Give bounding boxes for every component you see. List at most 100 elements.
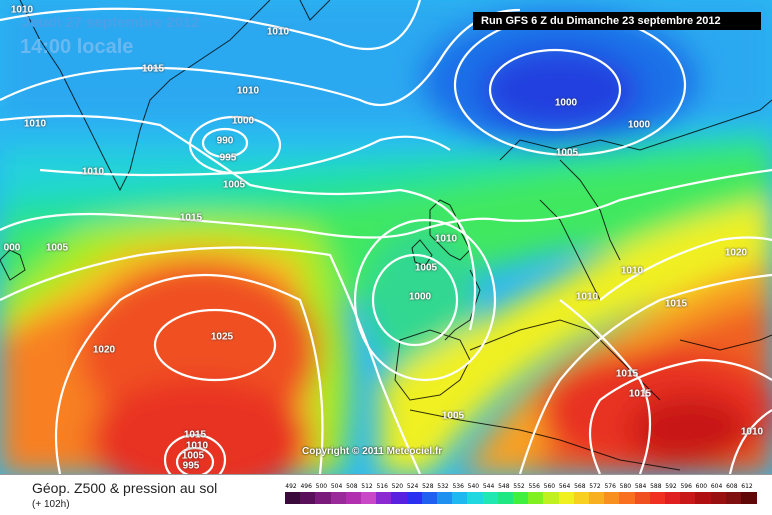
legend-title: Géop. Z500 & pression au sol xyxy=(32,480,218,496)
scale-swatch xyxy=(695,492,712,504)
local-time: 14:00 locale xyxy=(20,36,134,58)
scale-tick-label: 596 xyxy=(680,483,692,490)
scale-swatch xyxy=(513,492,529,504)
scale-tick-label: 544 xyxy=(482,483,495,490)
scale-tick-label: 492 xyxy=(285,483,297,490)
scale-tick-label: 540 xyxy=(467,483,480,490)
scale-swatch xyxy=(589,492,605,504)
isobar-label: 1000 xyxy=(554,97,578,109)
scale-swatch xyxy=(741,492,757,504)
scale-swatch xyxy=(619,492,636,504)
scale-tick-label: 520 xyxy=(391,483,404,490)
isobar-label: 1015 xyxy=(141,63,165,75)
scale-swatch xyxy=(285,492,301,504)
scale-tick-label: 500 xyxy=(315,483,328,490)
scale-swatch xyxy=(497,492,514,504)
isobar-label: 1000 xyxy=(408,291,432,303)
scale-tick-label: 600 xyxy=(695,483,708,490)
isobar-label: 1020 xyxy=(92,344,116,356)
scale-tick-label: 608 xyxy=(726,483,738,490)
scale-tick-label: 552 xyxy=(513,483,525,490)
scale-swatch xyxy=(573,492,590,504)
isobar-label: 990 xyxy=(216,135,234,147)
scale-swatch xyxy=(330,492,347,504)
copyright-notice: Copyright © 2011 Meteociel.fr xyxy=(302,446,443,457)
scale-tick-label: 504 xyxy=(330,483,343,490)
isobar-label: 1010 xyxy=(266,26,290,38)
scale-tick-label: 556 xyxy=(528,483,540,490)
scale-swatch xyxy=(315,492,332,504)
scale-tick-label: 536 xyxy=(452,483,464,490)
scale-swatch xyxy=(634,492,651,504)
isobar-label: 1010 xyxy=(620,265,644,277)
isobar-label: 1005 xyxy=(181,450,205,462)
scale-tick-label: 564 xyxy=(558,483,571,490)
scale-swatch xyxy=(725,492,742,504)
weather-map: Jeudi 27 septembre 2012 14:00 locale Run… xyxy=(0,0,772,474)
isobar-label: 1000 xyxy=(627,119,651,131)
legend-subtitle: (+ 102h) xyxy=(32,499,70,510)
isobar-label: 1010 xyxy=(236,85,260,97)
isobar-label: 1010 xyxy=(575,291,599,303)
scale-tick-label: 588 xyxy=(650,483,662,490)
isobar-label: 1015 xyxy=(664,298,688,310)
forecast-date: Jeudi 27 septembre 2012 xyxy=(22,14,200,31)
scale-tick-label: 560 xyxy=(543,483,556,490)
scale-tick-label: 580 xyxy=(619,483,632,490)
scale-swatch xyxy=(452,492,468,504)
isobar-label: 1025 xyxy=(210,331,234,343)
scale-tick-label: 508 xyxy=(346,483,358,490)
isobar-label: 995 xyxy=(219,152,237,164)
scale-tick-label: 604 xyxy=(710,483,723,490)
isobar-label: 1010 xyxy=(740,426,764,438)
scale-tick-label: 516 xyxy=(376,483,388,490)
isobar-label: 1015 xyxy=(183,429,207,441)
isobar-label: 1005 xyxy=(414,262,438,274)
scale-swatch xyxy=(558,492,575,504)
scale-swatch xyxy=(345,492,362,504)
scale-tick-label: 512 xyxy=(361,483,373,490)
isobar-label: 1015 xyxy=(179,212,203,224)
scale-swatch xyxy=(604,492,620,504)
isobar-label: 1010 xyxy=(185,440,209,452)
scale-swatch xyxy=(437,492,453,504)
scale-tick-label: 532 xyxy=(437,483,449,490)
scale-tick-label: 496 xyxy=(300,483,312,490)
isobar-label: 1015 xyxy=(615,368,639,380)
scale-swatch xyxy=(710,492,727,504)
scale-swatch xyxy=(406,492,423,504)
scale-tick-label: 592 xyxy=(665,483,677,490)
model-run-label: Run GFS 6 Z du Dimanche 23 septembre 201… xyxy=(473,12,761,30)
scale-swatch xyxy=(649,492,666,504)
scale-tick-label: 548 xyxy=(498,483,510,490)
color-scale: 492 496 500 504 508 512 516 520 524 528 532 536 540 5… xyxy=(285,483,757,513)
isobar-label: 1010 xyxy=(81,166,105,178)
scale-swatch xyxy=(467,492,484,504)
scale-swatch xyxy=(482,492,499,504)
isobar-label: 1000 xyxy=(231,115,255,127)
isobar-label: 1005 xyxy=(555,147,579,159)
legend-bar: Géop. Z500 & pression au sol (+ 102h) 49… xyxy=(0,474,772,515)
isobar-label: 1005 xyxy=(45,242,69,254)
isobar-label: 1010 xyxy=(434,233,458,245)
isobar-label: 1015 xyxy=(628,388,652,400)
scale-swatch xyxy=(391,492,408,504)
scale-swatch xyxy=(300,492,316,504)
isobar-label: 995 xyxy=(182,460,200,472)
scale-swatch xyxy=(376,492,392,504)
scale-tick-label: 576 xyxy=(604,483,616,490)
isobar-label: 1010 xyxy=(10,4,34,16)
scale-tick-label: 584 xyxy=(634,483,647,490)
isobar-label: 000 xyxy=(3,242,21,254)
isobar-label: 1010 xyxy=(23,118,47,130)
isobar-label: 1005 xyxy=(441,410,465,422)
scale-tick-label: 572 xyxy=(589,483,601,490)
scale-swatch xyxy=(680,492,696,504)
scale-tick-label: 528 xyxy=(422,483,434,490)
scale-tick-label: 524 xyxy=(406,483,419,490)
scale-swatch xyxy=(543,492,560,504)
geopotential-field xyxy=(0,0,772,474)
isobar-label: 1005 xyxy=(222,179,246,191)
scale-swatch xyxy=(528,492,544,504)
scale-tick-label: 612 xyxy=(741,483,753,490)
